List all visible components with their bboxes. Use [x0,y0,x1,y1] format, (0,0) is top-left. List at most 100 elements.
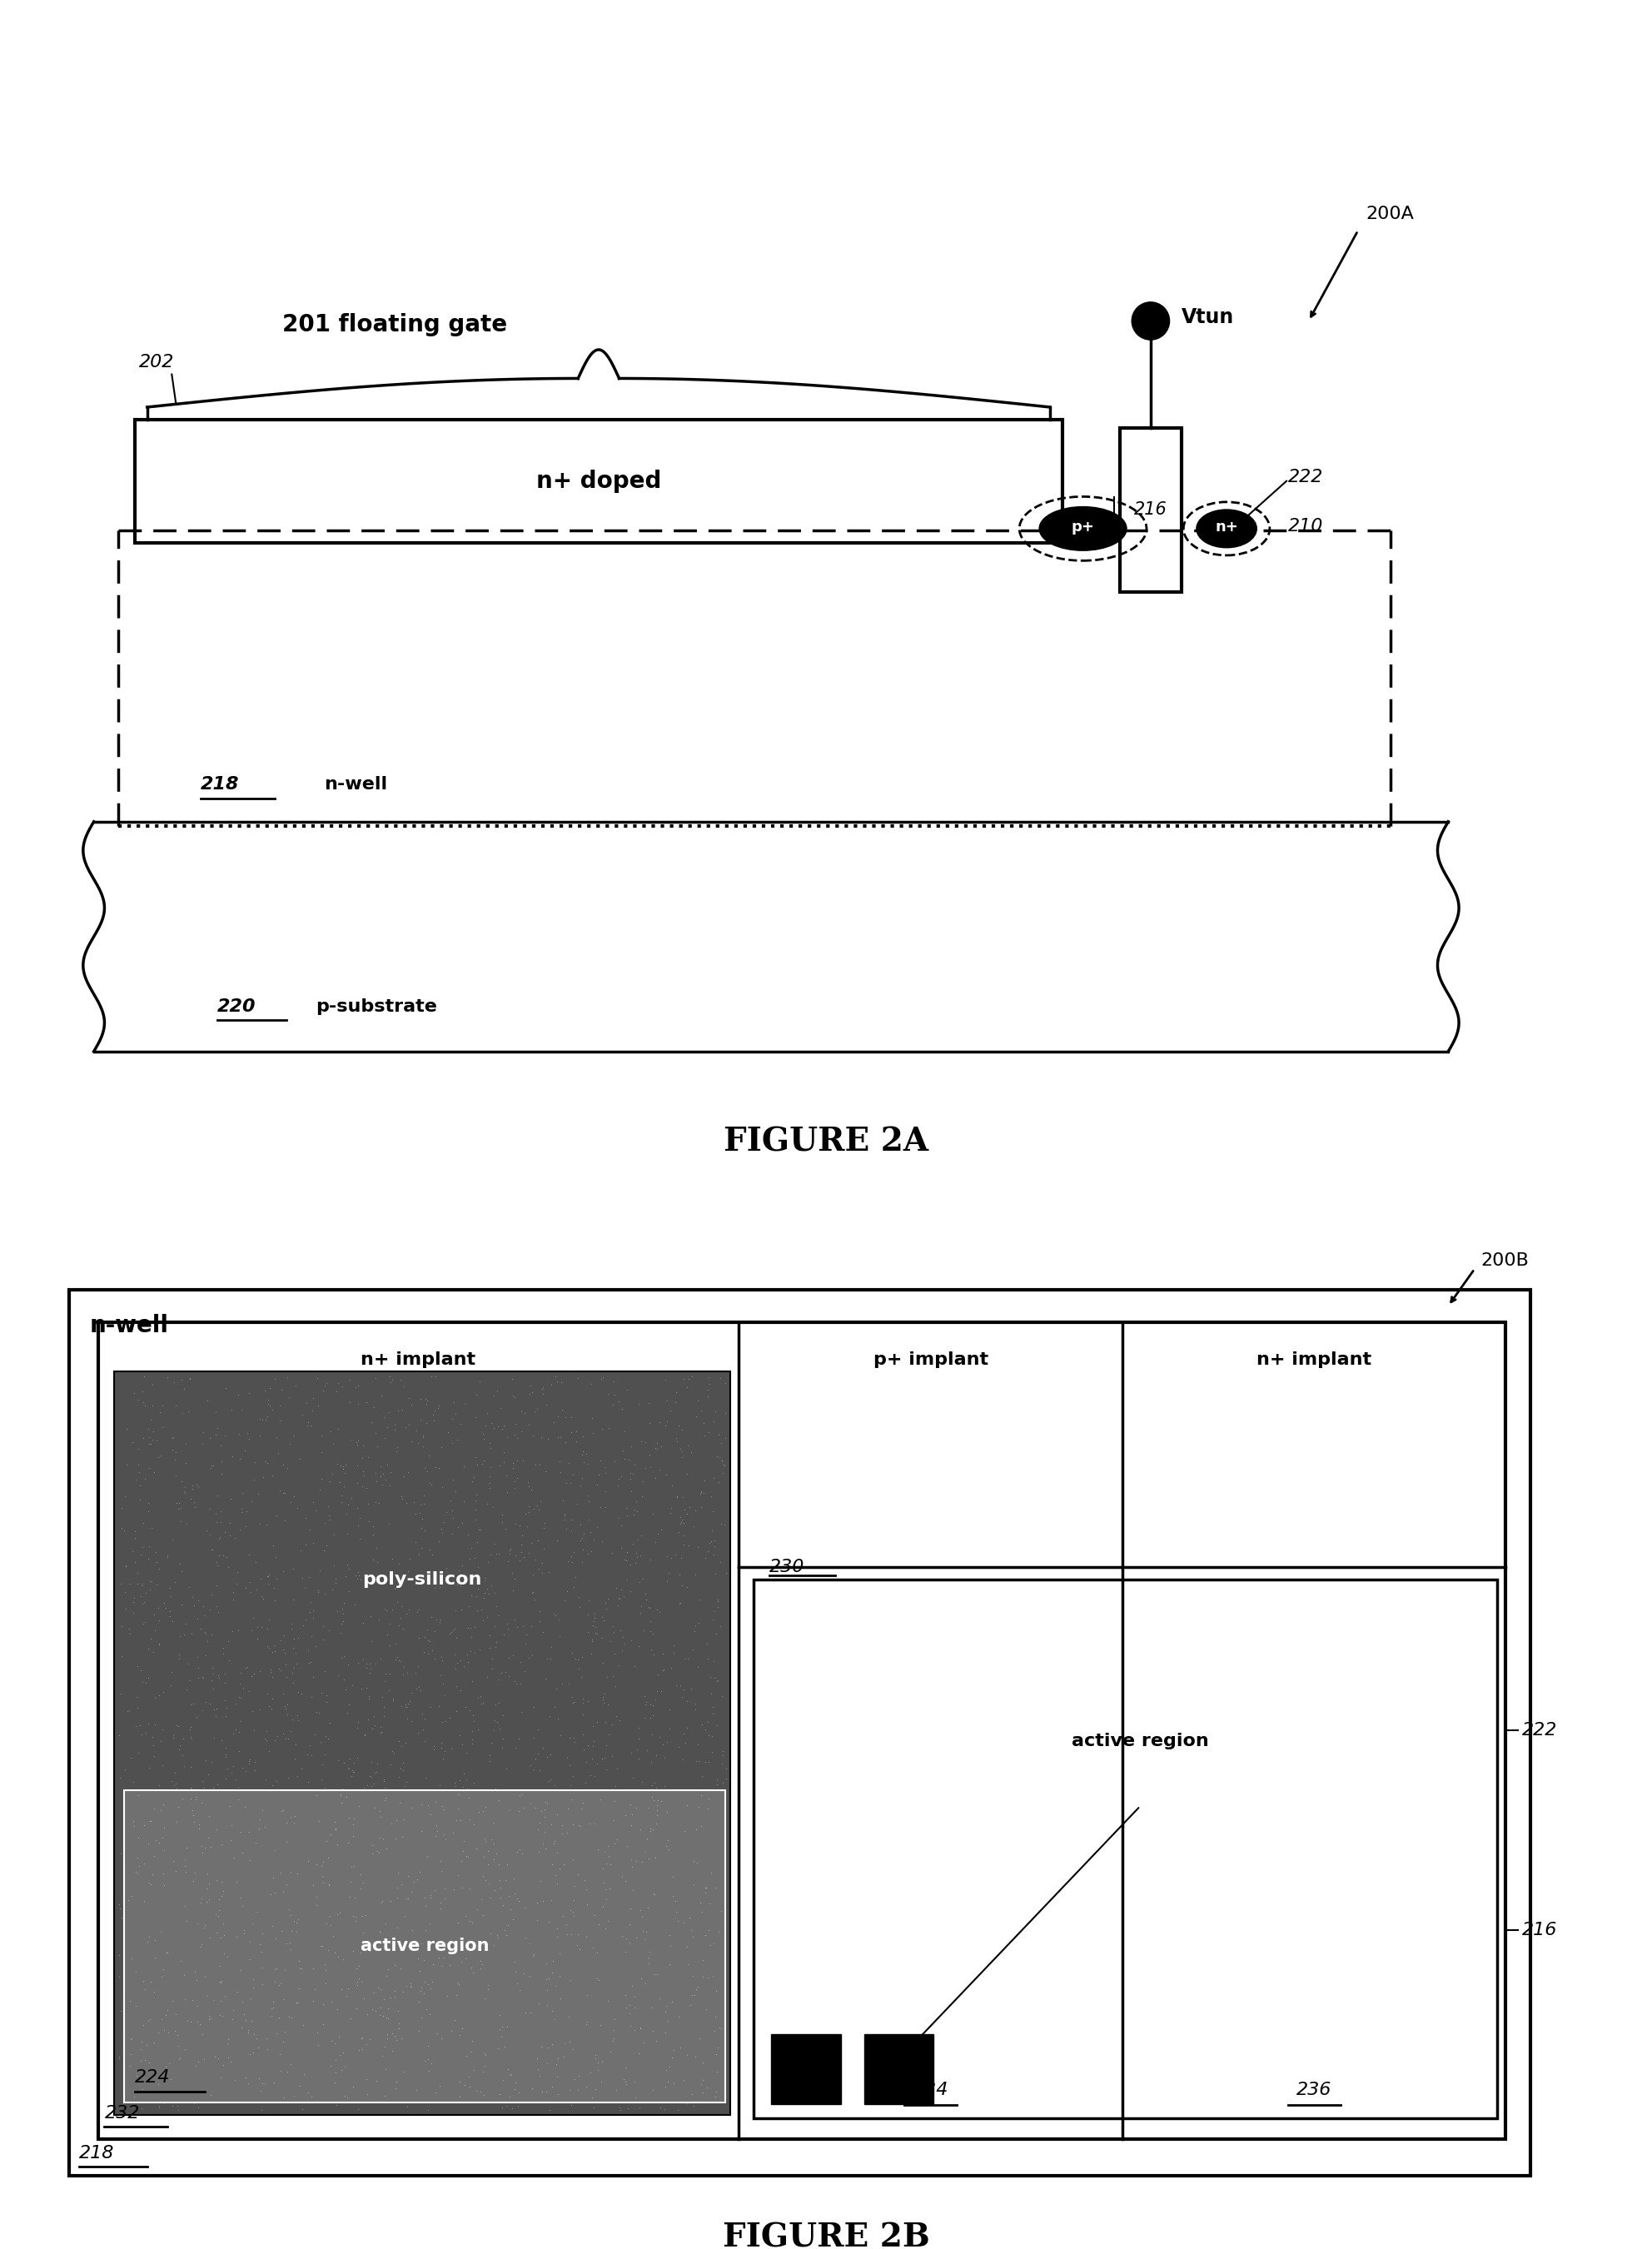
Point [634,1905,661,1941]
Point [638,1990,664,2026]
Point [463,1399,489,1435]
Point [210,1873,236,1909]
Point [623,1898,649,1934]
Point [183,1963,210,1999]
Point [210,1538,236,1574]
Point [704,1808,730,1844]
Point [279,1801,306,1837]
Point [169,1586,195,1622]
Point [145,2089,172,2125]
Point [699,1601,725,1637]
Point [565,1642,591,1678]
Point [200,1446,226,1482]
Point [712,1556,738,1592]
Point [248,1963,274,1999]
Point [137,1797,164,1833]
Point [567,1808,593,1844]
Point [372,1664,398,1700]
Point [344,1990,370,2026]
Point [350,1642,377,1678]
Point [405,1941,431,1977]
Point [530,1729,557,1765]
Point [306,2026,332,2062]
Point [119,1583,145,1619]
Point [648,1986,674,2022]
Point [116,1882,142,1918]
Point [312,1916,339,1952]
Point [362,1361,388,1397]
Point [567,1588,593,1624]
Point [700,1493,727,1529]
Point [154,1934,180,1970]
Point [451,1954,477,1990]
Point [608,1460,634,1496]
Point [261,1723,287,1759]
Point [390,1482,416,1518]
Point [408,1509,434,1545]
Point [421,1403,448,1439]
Point [385,1723,411,1759]
Point [228,1815,254,1851]
Point [567,2067,593,2103]
Point [679,1786,705,1822]
Point [182,1903,208,1939]
Point [515,1871,542,1907]
Point [281,1619,307,1655]
Point [215,1952,241,1988]
Point [712,1876,738,1912]
Point [643,1430,669,1466]
Point [259,1457,286,1493]
Point [278,1999,304,2035]
Point [167,1545,193,1581]
Point [534,1738,560,1774]
Point [150,2013,177,2049]
Point [282,1727,309,1763]
Point [390,1831,416,1867]
Point [535,1961,562,1997]
Point [395,1700,421,1736]
Point [481,1608,507,1644]
Point [621,1446,648,1482]
Point [372,2029,398,2065]
Point [266,1968,292,2004]
Point [228,1880,254,1916]
Point [557,2071,583,2107]
Point [537,1761,563,1797]
Point [165,1977,192,2013]
Point [208,1963,235,1999]
Point [223,1795,249,1831]
Point [284,1959,311,1995]
Point [144,1545,170,1581]
Point [530,1376,557,1412]
Point [124,1986,150,2022]
Point [605,1500,631,1536]
Point [378,1961,405,1997]
Point [695,1912,722,1948]
Point [387,1545,413,1581]
Point [474,1570,501,1606]
Point [618,1864,644,1900]
Point [548,1815,575,1851]
Point [662,1667,689,1702]
Point [610,2022,636,2058]
Point [205,1891,231,1927]
Point [309,1761,335,1797]
Point [377,1455,403,1491]
Point [623,1484,649,1520]
Point [695,1831,722,1867]
Point [702,1912,729,1948]
Point [160,1768,187,1804]
Point [289,1835,316,1871]
Point [355,1502,382,1538]
Point [289,2092,316,2128]
Point [368,2038,395,2074]
Point [472,1840,499,1876]
Point [284,1984,311,2020]
Point [530,1950,557,1986]
Point [403,1930,430,1966]
Point [582,1896,608,1932]
Point [425,2053,451,2089]
Point [306,1388,332,1424]
Point [164,1484,190,1520]
Point [608,1529,634,1565]
